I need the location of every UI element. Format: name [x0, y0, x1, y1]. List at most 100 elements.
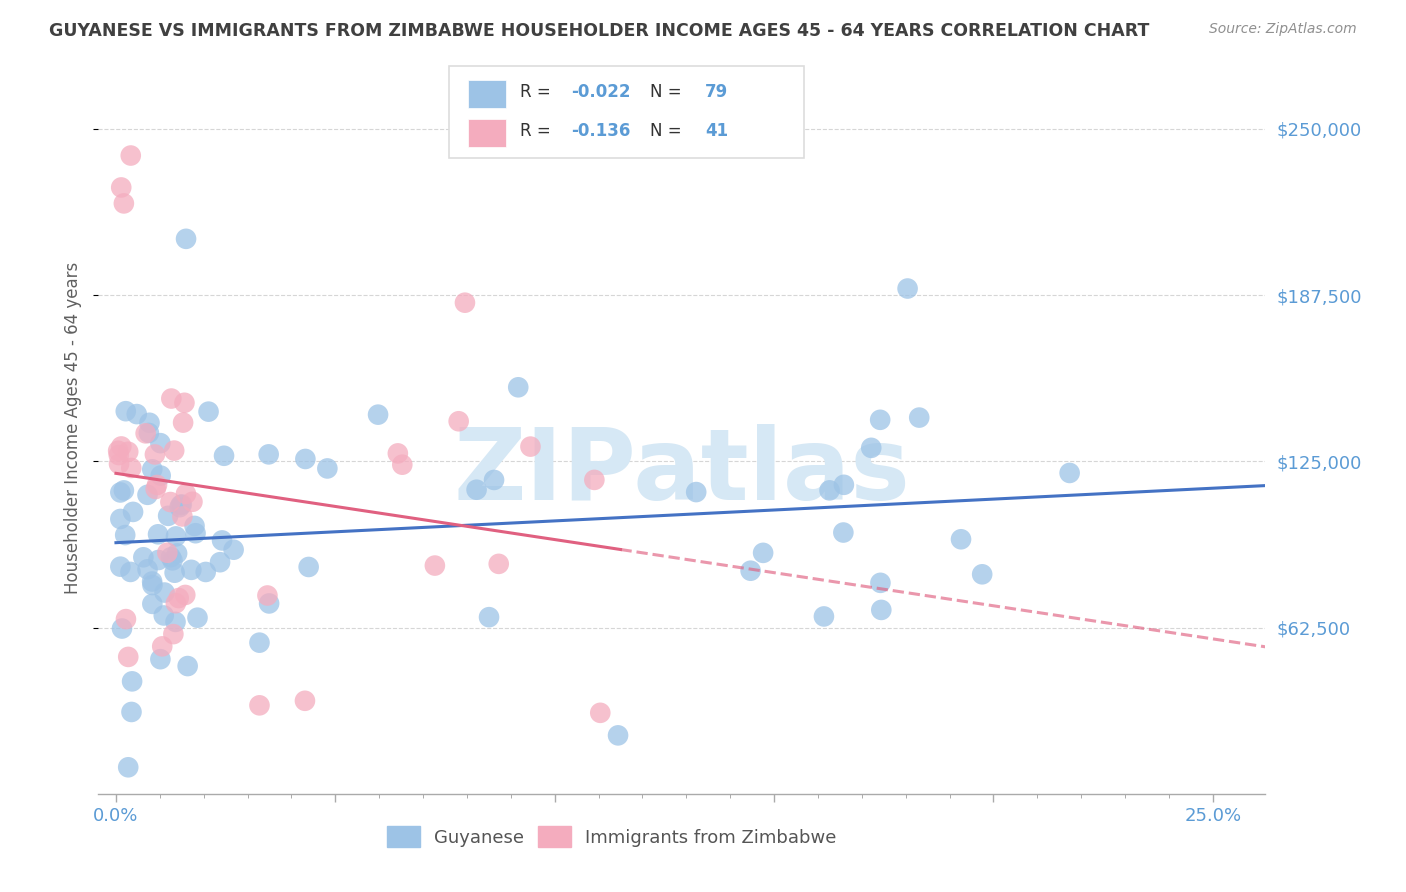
Point: [136, 488, 159, 502]
Text: ZIPatlas: ZIPatlas: [454, 424, 910, 521]
Point: [120, 565, 142, 579]
Point: [186, 610, 208, 624]
Point: [110, 440, 132, 454]
Point: [482, 473, 505, 487]
Point: [141, 574, 163, 589]
Point: [818, 483, 841, 498]
Point: [110, 180, 132, 194]
Point: [184, 526, 207, 541]
Point: [149, 436, 172, 450]
Point: [173, 396, 195, 410]
Point: [298, 560, 321, 574]
Point: [145, 482, 167, 496]
Point: [257, 447, 280, 461]
Text: 41: 41: [706, 122, 728, 140]
Text: -0.136: -0.136: [571, 122, 630, 140]
Point: [117, 649, 139, 664]
Point: [869, 575, 891, 590]
Point: [908, 410, 931, 425]
Point: [165, 596, 187, 610]
Point: [950, 533, 973, 547]
Point: [367, 408, 389, 422]
Point: [125, 407, 148, 421]
Point: [870, 603, 893, 617]
Point: [156, 546, 179, 560]
Point: [132, 550, 155, 565]
Point: [508, 380, 530, 394]
Point: [423, 558, 446, 573]
Point: [138, 416, 160, 430]
Point: [114, 528, 136, 542]
Point: [211, 533, 233, 548]
Text: Source: ZipAtlas.com: Source: ZipAtlas.com: [1209, 22, 1357, 37]
Point: [972, 567, 994, 582]
Point: [136, 562, 159, 576]
Bar: [468, 79, 506, 108]
Point: [174, 487, 197, 501]
Point: [294, 694, 316, 708]
Point: [180, 563, 202, 577]
Point: [183, 519, 205, 533]
Point: [138, 425, 160, 440]
Point: [519, 440, 541, 454]
Point: [170, 498, 193, 512]
Point: [813, 609, 835, 624]
Point: [150, 640, 173, 654]
Y-axis label: Householder Income Ages 45 - 64 years: Householder Income Ages 45 - 64 years: [65, 262, 83, 594]
Point: [122, 505, 145, 519]
Point: [174, 232, 197, 246]
Point: [869, 413, 891, 427]
Bar: [468, 120, 506, 147]
Text: N =: N =: [651, 84, 688, 102]
Point: [832, 478, 855, 492]
Legend: Guyanese, Immigrants from Zimbabwe: Guyanese, Immigrants from Zimbabwe: [380, 819, 844, 855]
Point: [121, 705, 143, 719]
Point: [454, 295, 477, 310]
Text: R =: R =: [520, 84, 555, 102]
Point: [166, 546, 188, 560]
Point: [249, 635, 271, 649]
Point: [149, 652, 172, 666]
Point: [165, 529, 187, 543]
Text: N =: N =: [651, 122, 688, 140]
Point: [194, 565, 217, 579]
Point: [488, 557, 510, 571]
Point: [107, 448, 129, 462]
Point: [465, 483, 488, 497]
Point: [860, 441, 883, 455]
Point: [897, 281, 920, 295]
Text: 79: 79: [706, 84, 728, 102]
Point: [172, 416, 194, 430]
Point: [162, 553, 184, 567]
Point: [165, 615, 187, 629]
Point: [181, 495, 204, 509]
Point: [117, 444, 139, 458]
Point: [141, 597, 163, 611]
Point: [256, 589, 278, 603]
Point: [212, 449, 235, 463]
Point: [121, 674, 143, 689]
Point: [111, 622, 134, 636]
Point: [143, 448, 166, 462]
Point: [589, 706, 612, 720]
Point: [148, 553, 170, 567]
Point: [170, 498, 193, 512]
Point: [167, 591, 190, 605]
Text: GUYANESE VS IMMIGRANTS FROM ZIMBABWE HOUSEHOLDER INCOME AGES 45 - 64 YEARS CORRE: GUYANESE VS IMMIGRANTS FROM ZIMBABWE HOU…: [49, 22, 1150, 40]
Point: [160, 550, 183, 565]
Point: [163, 443, 186, 458]
Point: [209, 555, 232, 569]
Point: [107, 443, 129, 458]
Point: [740, 564, 762, 578]
Point: [141, 578, 163, 592]
Point: [832, 525, 855, 540]
Point: [197, 404, 219, 418]
Point: [141, 462, 163, 476]
Point: [114, 404, 136, 418]
Point: [120, 148, 142, 162]
Point: [159, 495, 181, 509]
Point: [152, 608, 174, 623]
Point: [222, 542, 245, 557]
Point: [172, 509, 194, 524]
Text: R =: R =: [520, 122, 555, 140]
